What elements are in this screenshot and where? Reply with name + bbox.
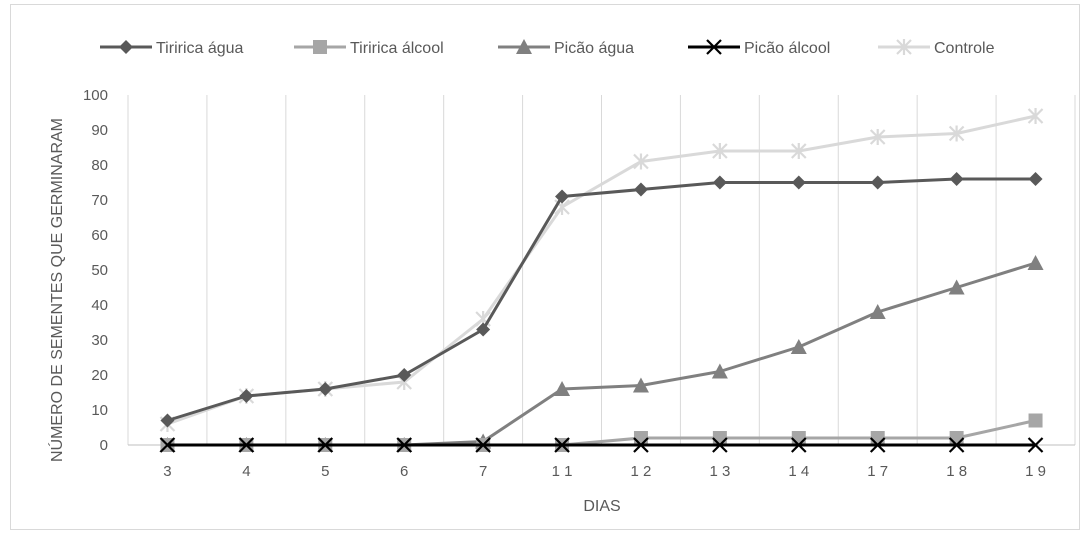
- y-tick-label: 10: [91, 402, 108, 419]
- legend-item: Controle: [878, 39, 995, 57]
- data-point: [791, 143, 807, 159]
- data-point: [238, 437, 255, 453]
- y-tick-label: 80: [91, 157, 108, 174]
- legend: Tiririca água Tiririca álcool Picão água Pi…: [100, 39, 995, 57]
- data-point: [948, 279, 965, 295]
- y-tick-label: 20: [91, 367, 108, 384]
- y-tick-label: 50: [91, 262, 108, 279]
- x-tick-label: 1 3: [709, 463, 730, 480]
- data-point: [554, 437, 570, 453]
- data-point: [706, 39, 722, 55]
- data-point: [633, 437, 649, 453]
- data-point: [790, 339, 807, 354]
- y-axis-title: NÚMERO DE SEMENTES QUE GERMINARAM: [47, 118, 66, 462]
- data-point: [791, 437, 807, 453]
- series-line: [167, 177, 1036, 422]
- series-lines: [159, 108, 1044, 453]
- y-tick-label: 70: [91, 192, 108, 209]
- data-point: [397, 368, 412, 382]
- data-point: [949, 172, 964, 186]
- x-tick-label: 5: [321, 463, 329, 480]
- axes: 0 10 20 30 40 50 60 70 80 90 100 3 4 5 6 7 1 1 1 2 1 3 1 4 1…: [83, 87, 1075, 480]
- legend-item: Picão água: [498, 39, 634, 57]
- data-point: [1028, 172, 1043, 186]
- chart-frame: [10, 4, 1080, 530]
- data-point: [633, 182, 648, 197]
- x-tick-label: 1 2: [631, 463, 652, 480]
- data-point: [1027, 108, 1044, 124]
- legend-item: Tiririca água: [100, 40, 244, 57]
- y-tick-label: 30: [91, 332, 108, 349]
- legend-label: Tiririca álcool: [350, 40, 444, 57]
- legend-item: Tiririca álcool: [294, 40, 444, 57]
- data-point: [555, 189, 570, 204]
- data-point: [949, 431, 964, 445]
- data-point: [318, 382, 333, 396]
- data-point: [869, 437, 886, 453]
- data-point: [712, 437, 728, 453]
- data-point: [712, 431, 727, 445]
- x-tick-label: 1 1: [552, 463, 573, 480]
- y-tick-label: 90: [91, 122, 108, 139]
- data-point: [712, 175, 727, 190]
- data-point: [948, 437, 965, 453]
- data-point: [317, 437, 334, 453]
- legend-label: Picão álcool: [744, 40, 830, 57]
- data-point: [948, 125, 965, 142]
- x-tick-label: 7: [479, 463, 487, 480]
- data-point: [239, 389, 254, 403]
- data-point: [1028, 413, 1043, 428]
- data-point: [1027, 437, 1044, 453]
- data-point: [159, 437, 176, 453]
- data-point: [160, 413, 175, 428]
- data-point: [632, 377, 649, 393]
- data-point: [896, 39, 912, 55]
- data-point: [476, 322, 491, 337]
- y-tick-label: 100: [83, 87, 108, 104]
- legend-label: Controle: [934, 40, 995, 57]
- x-tick-label: 1 4: [788, 463, 809, 480]
- x-tick-label: 3: [163, 463, 171, 480]
- data-point: [711, 363, 728, 379]
- legend-item: Picão álcool: [688, 39, 830, 57]
- series: [160, 172, 1043, 428]
- data-point: [516, 39, 532, 54]
- x-tick-label: 6: [400, 463, 408, 480]
- y-tick-label: 60: [91, 227, 108, 244]
- x-axis-title: DIAS: [583, 498, 620, 515]
- x-tick-label: 1 9: [1025, 463, 1046, 480]
- data-point: [1027, 255, 1044, 270]
- series: [159, 437, 1044, 453]
- data-point: [791, 431, 806, 445]
- data-point: [870, 175, 885, 190]
- y-tick-label: 40: [91, 297, 108, 314]
- data-point: [396, 437, 412, 453]
- x-tick-label: 1 7: [867, 463, 888, 480]
- data-point: [712, 143, 728, 159]
- data-point: [869, 129, 886, 145]
- data-point: [119, 40, 133, 54]
- data-point: [633, 153, 649, 170]
- data-point: [313, 40, 327, 54]
- data-point: [554, 381, 571, 396]
- legend-label: Tiririca água: [156, 40, 244, 57]
- x-tick-label: 1 8: [946, 463, 967, 480]
- y-tick-label: 0: [100, 437, 108, 454]
- data-point: [870, 431, 885, 445]
- x-tick-label: 4: [242, 463, 250, 480]
- data-point: [475, 437, 491, 453]
- data-point: [791, 175, 806, 190]
- data-point: [633, 431, 648, 445]
- data-point: [869, 304, 886, 319]
- legend-label: Picão água: [554, 40, 634, 57]
